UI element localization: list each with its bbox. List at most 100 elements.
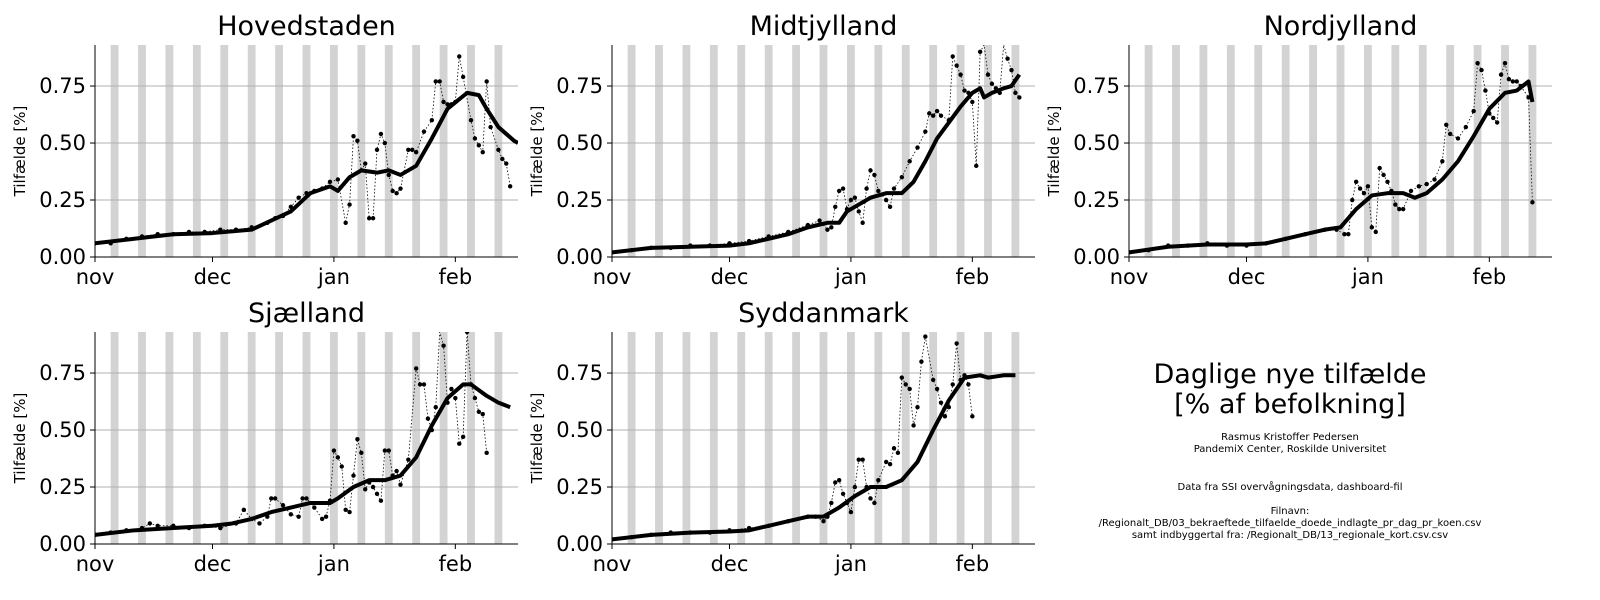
weekend-band (929, 332, 938, 544)
raw-point (1463, 124, 1469, 130)
raw-point (962, 88, 967, 93)
weekend-band (138, 45, 146, 257)
raw-point (269, 496, 274, 501)
raw-point (351, 133, 356, 139)
weekend-band (709, 45, 718, 257)
raw-point (382, 140, 388, 146)
raw-series-line (1129, 61, 1533, 253)
weekend-band (929, 45, 938, 257)
weekend-band (1011, 332, 1020, 544)
panel-midtjylland: 0.00 0.25 0.50 0.75 nov dec jan feb Tilfælde [%]… (528, 11, 1035, 289)
raw-point (507, 184, 513, 189)
raw-point (1377, 165, 1382, 171)
x-tick-label: feb (956, 265, 990, 289)
weekend-band (901, 332, 910, 544)
weekend-band (220, 45, 229, 257)
weekend-band (330, 45, 338, 257)
weekend-band (110, 45, 119, 257)
raw-point (429, 118, 435, 123)
raw-point (500, 156, 505, 162)
raw-point (394, 190, 399, 196)
y-tick-label: 0.00 (556, 532, 603, 556)
raw-point (1397, 206, 1402, 212)
plot-area (95, 45, 518, 257)
weekend-band (302, 332, 311, 544)
raw-point (821, 519, 826, 524)
raw-point (883, 197, 889, 203)
raw-point (868, 496, 873, 501)
panel-title: Midtjylland (750, 11, 898, 42)
x-tick-label: feb (956, 552, 990, 576)
weekend-band (819, 45, 828, 257)
raw-point (840, 491, 846, 497)
raw-point (966, 382, 971, 387)
panel-title: Sjælland (248, 298, 365, 329)
raw-point (1494, 120, 1500, 125)
raw-point (406, 457, 411, 462)
raw-point (911, 423, 916, 428)
raw-point (421, 382, 427, 387)
raw-point (370, 216, 376, 221)
raw-point (864, 186, 869, 191)
raw-point (300, 496, 305, 501)
weekend-band (439, 332, 448, 544)
y-axis-label: Tilfælde [%] (11, 106, 29, 198)
y-tick-label: 0.50 (556, 131, 603, 155)
raw-point (923, 129, 928, 134)
raw-point (1440, 159, 1445, 164)
weekend-band (357, 45, 366, 257)
raw-point (468, 118, 474, 123)
population-source: samt indbyggertal fra: /Regionalt_DB/13_… (1131, 530, 1449, 541)
raw-point (425, 416, 431, 421)
weekend-band (874, 45, 883, 257)
y-tick-label: 0.75 (556, 74, 603, 98)
raw-point (1369, 225, 1375, 230)
x-tick-label: dec (194, 265, 232, 289)
panel-sjælland: 0.00 0.25 0.50 0.75 nov dec jan feb Tilfælde [%]… (11, 298, 518, 576)
raw-point (1510, 79, 1516, 84)
y-tick-label: 0.50 (556, 418, 603, 442)
raw-point (1444, 122, 1449, 127)
raw-point (876, 477, 881, 483)
raw-point (312, 505, 317, 510)
panel-title: Hovedstaden (217, 11, 396, 42)
weekend-band (384, 332, 393, 544)
x-tick-label: feb (1473, 265, 1507, 289)
raw-point (155, 523, 160, 528)
raw-point (413, 149, 419, 155)
smoothed-series-line (95, 90, 518, 246)
raw-point (950, 54, 955, 59)
raw-point (359, 450, 364, 456)
x-tick-label: nov (76, 265, 115, 289)
weekend-band (1309, 45, 1317, 257)
raw-point (919, 359, 924, 364)
raw-point (942, 414, 948, 419)
weekend-band (956, 332, 965, 544)
raw-point (833, 204, 838, 210)
weekend-band (1172, 45, 1180, 257)
raw-point (421, 129, 427, 134)
weekend-band (467, 45, 475, 257)
weekend-band (737, 332, 746, 544)
raw-point (848, 197, 854, 203)
weekend-band (627, 45, 636, 257)
raw-point (989, 81, 995, 86)
panel-title: Syddanmark (738, 298, 909, 329)
raw-point (323, 514, 329, 519)
y-tick-label: 0.25 (1073, 188, 1120, 212)
raw-point (930, 377, 936, 383)
raw-point (1357, 186, 1363, 191)
raw-point (433, 405, 438, 410)
weekend-band (737, 45, 746, 257)
raw-point (386, 172, 391, 178)
raw-point (355, 138, 360, 143)
raw-point (457, 441, 462, 446)
y-tick-label: 0.25 (556, 188, 603, 212)
raw-point (915, 145, 920, 150)
raw-point (1479, 67, 1484, 73)
info-panel: Daglige nye tilfælde [% af befolkning] R… (1080, 360, 1500, 542)
raw-point (883, 459, 889, 465)
raw-point (840, 186, 846, 191)
raw-series-line (612, 336, 973, 540)
